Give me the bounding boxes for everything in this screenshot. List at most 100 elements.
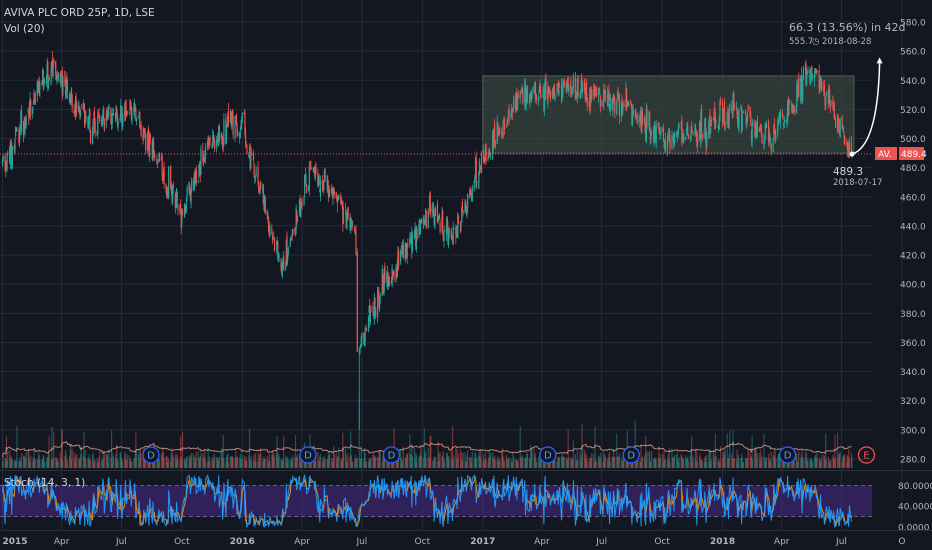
earnings-marker[interactable]: E [857,446,876,464]
candle-body [451,242,454,244]
volume-bar [64,455,66,468]
candle-body [333,191,335,195]
candle-body [84,118,86,125]
candle-body [843,135,845,138]
candle-body [765,125,767,129]
volume-bar [425,450,427,468]
candle-body [363,339,366,345]
candle-body [369,311,372,323]
volume-bar [336,460,338,468]
volume-bar [193,456,195,468]
candle-body [494,140,496,148]
candle-body [28,102,31,118]
volume-bar [116,459,119,468]
volume-bar [179,460,181,468]
volume-bar [691,436,693,468]
candle-body [502,122,504,137]
candle-body [402,244,404,258]
volume-bar [102,451,104,468]
candle-body [676,132,678,136]
volume-bar [166,461,169,468]
candle-body [304,174,306,195]
dividend-marker[interactable]: D [382,446,401,464]
candle-body [741,107,743,132]
candle-body [112,113,114,115]
candle-body [436,203,439,223]
volume-bar [494,460,496,468]
volume-bar [99,450,101,468]
candle-body [832,99,834,108]
candle-body [733,105,735,108]
volume-bar [432,460,434,468]
volume-bar [73,452,75,468]
dividend-marker[interactable]: D [622,446,640,464]
volume-bar [157,456,159,468]
volume-bar [97,461,99,468]
dividend-marker[interactable]: D [539,446,557,464]
volume-bar [737,454,739,468]
candle-body [662,128,665,142]
volume-bar [816,451,818,468]
volume-bar [365,461,368,468]
candle-body [556,86,558,93]
volume-bar [607,457,609,468]
volume-bar [473,458,475,468]
volume-bar [654,458,657,468]
candle-body [51,60,54,73]
volume-bar [698,456,701,468]
volume-bar [557,456,559,468]
candle-body [135,118,138,122]
projection-start-point[interactable] [849,151,855,157]
volume-bar [519,425,521,468]
volume-bar [666,459,668,468]
candle-body [62,76,64,92]
candle-body [830,100,832,106]
volume-bar [478,451,481,468]
candle-body [57,72,59,79]
volume-bar [396,461,398,468]
volume-bar [639,461,642,468]
price-axis[interactable]: 580.0560.0540.0520.0500.0480.0460.0440.0… [900,19,926,466]
volume-bar [589,457,592,468]
volume-bar [305,461,307,468]
candle-body [483,157,485,161]
dividend-marker-label: D [544,451,552,462]
volume-bar [456,449,458,468]
candle-body [750,131,753,139]
price-tick-label: 360.0 [900,339,926,349]
stochastic-label[interactable]: Stoch (14, 3, 1) [4,477,85,489]
candle-body [666,141,668,152]
candle-body [74,101,77,118]
candle-body [579,96,581,97]
projection-arrow[interactable] [851,63,881,155]
symbol-title[interactable]: AVIVA PLC ORD 25P, 1D, LSE [4,7,155,19]
volume-bar [250,460,252,468]
candle-body [797,81,799,96]
candle-body [552,90,554,95]
candle-body [462,210,464,214]
dividend-marker[interactable]: D [778,446,797,464]
volume-indicator-label[interactable]: Vol (20) [4,23,45,35]
candle-body [464,202,466,213]
volume-bar [651,450,653,468]
candle-body [350,217,352,230]
volume-bar [160,454,163,468]
volume-bar [438,452,440,468]
volume-bar [87,458,90,468]
candle-body [328,194,330,198]
volume-bar [728,454,730,468]
dividend-marker[interactable]: D [142,446,160,464]
volume-bar [407,452,409,468]
time-axis[interactable]: 2015 Apr Jul Oct 2016 Apr Jul Oct 2017 Apr Jul Oct 2… [3,537,906,547]
volume-bar [181,459,183,468]
volume-bar [415,455,418,468]
volume-bar [7,450,9,468]
candle-body [195,170,197,183]
candle-body [179,205,181,213]
dividend-marker[interactable]: D [299,446,317,464]
candle-body [681,134,684,141]
candle-body [149,133,151,156]
